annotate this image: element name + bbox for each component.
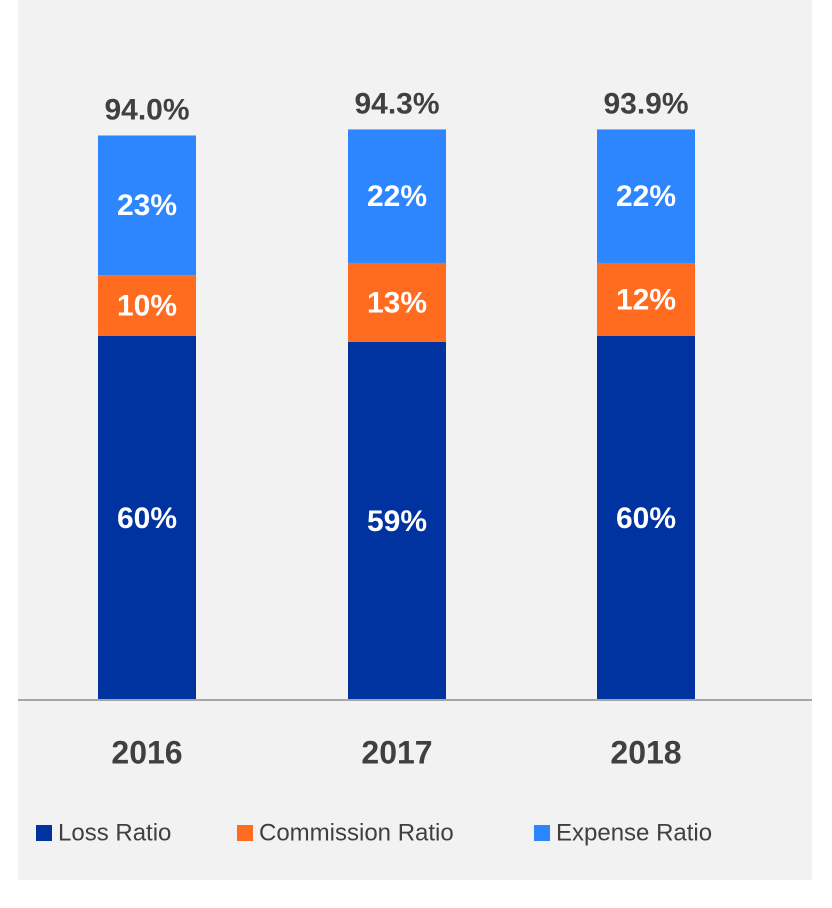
segment-label: 59% [367,505,427,538]
bar-segment [348,129,446,263]
segment-label: 10% [117,289,177,322]
segment-label: 22% [616,180,676,213]
legend-swatch [237,825,253,841]
x-tick-label: 2017 [361,734,432,770]
legend-swatch [534,825,550,841]
segment-label: 60% [616,502,676,535]
bar-segment [597,262,695,336]
bar-segment [348,341,446,700]
x-tick-label: 2016 [111,734,182,770]
segment-label: 13% [367,286,427,319]
segment-label: 60% [117,502,177,535]
total-label: 94.0% [104,93,189,126]
bar-segment [597,335,695,700]
segment-label: 22% [367,180,427,213]
bar-segment [597,129,695,263]
x-tick-label: 2018 [610,734,681,770]
segment-label: 23% [117,189,177,222]
bar-segment [98,275,196,336]
segment-label: 12% [616,283,676,316]
total-label: 94.3% [354,87,439,120]
total-label: 93.9% [603,87,688,120]
bar-segment [98,135,196,276]
legend-swatch [36,825,52,841]
bar-segment [98,335,196,700]
legend-label: Expense Ratio [556,819,712,846]
legend-label: Commission Ratio [259,819,454,846]
bar-segment [348,262,446,342]
legend-label: Loss Ratio [58,819,171,846]
